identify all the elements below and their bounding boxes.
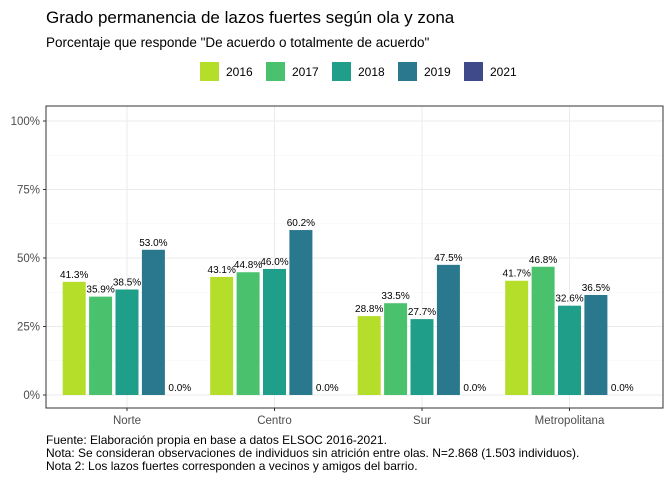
legend-label-2021: 2021 [490,65,517,79]
data-label-2021-metropolitana: 0.0% [611,383,634,394]
x-tick-label: Norte [113,415,141,427]
data-label-2018-sur: 27.7% [408,307,436,318]
y-tick-label: 100% [11,116,40,128]
data-label-2019-metropolitana: 36.5% [582,283,610,294]
x-tick-label: Sur [413,415,431,427]
data-label-2016-metropolitana: 41.7% [503,269,531,280]
chart-title: Grado permanencia de lazos fuertes según… [46,8,455,27]
data-label-2019-sur: 47.5% [434,253,462,264]
y-axis: 0% 25% 50% 75% 100% [11,116,46,402]
x-tick-label: Centro [257,415,292,427]
bar-2018-sur [410,319,434,395]
caption: Fuente: Elaboración propia en base a dat… [46,433,579,473]
data-labels: 41.3% 43.1% 28.8% 41.7% 35.9% 44.8% 33.5% 46.8%… [60,218,634,394]
data-label-2019-centro: 60.2% [287,218,315,229]
bar-2017-norte [89,296,113,395]
legend-swatch-2017 [266,62,285,81]
bar-2016-norte [62,281,86,395]
legend-label-2018: 2018 [358,65,385,79]
bar-2017-centro [236,272,260,395]
legend-swatch-2019 [398,62,417,81]
bar-2018-metropolitana [558,305,581,395]
data-label-2016-sur: 28.8% [355,304,383,315]
y-tick-label: 0% [23,390,40,402]
legend-swatch-2016 [200,62,219,81]
x-axis: Norte Centro Sur Metropolitana [113,408,605,427]
legend-swatch-2021 [464,62,483,81]
data-label-2016-norte: 41.3% [60,270,88,281]
panel-border [45,105,664,409]
y-tick-label: 50% [17,253,40,265]
caption-source: Fuente: Elaboración propia en base a dat… [46,433,387,447]
y-tick-label: 25% [17,322,40,334]
data-label-2018-centro: 46.0% [260,257,288,268]
bar-2018-norte [115,289,139,395]
data-label-2017-norte: 35.9% [86,285,114,296]
data-label-2018-metropolitana: 32.6% [555,294,583,305]
bar-2019-metropolitana [584,294,608,395]
y-tick-label: 75% [17,185,40,197]
bar-2016-metropolitana [505,280,529,395]
data-label-2021-sur: 0.0% [463,383,486,394]
chart-subtitle: Porcentaje que responde "De acuerdo o to… [46,35,430,50]
caption-note-2: Nota 2: Los lazos fuertes corresponden a… [46,459,418,473]
bars [62,230,608,395]
data-label-2021-centro: 0.0% [316,383,339,394]
legend-label-2016: 2016 [226,65,253,79]
data-label-2019-norte: 53.0% [139,238,167,249]
bar-2019-norte [141,249,165,395]
data-label-2018-norte: 38.5% [113,278,141,289]
legend-label-2017: 2017 [292,65,319,79]
data-label-2017-metropolitana: 46.8% [529,255,557,266]
legend-label-2019: 2019 [424,65,451,79]
legend: 2016 2017 2018 2019 2021 [200,62,517,81]
bar-2017-sur [384,303,408,395]
bar-2016-centro [210,276,234,395]
x-tick-label: Metropolitana [535,415,605,427]
bar-2016-sur [357,316,381,395]
bar-2018-centro [263,268,286,395]
data-label-2021-norte: 0.0% [168,383,191,394]
plot-area: 41.3% 43.1% 28.8% 41.7% 35.9% 44.8% 33.5% 46.8%… [11,105,664,427]
caption-note: Nota: Se consideran observaciones de ind… [46,446,579,460]
bar-2017-metropolitana [531,266,555,395]
bar-2019-sur [436,264,460,395]
data-label-2017-centro: 44.8% [234,260,262,271]
legend-swatch-2018 [332,62,351,81]
data-label-2016-centro: 43.1% [208,265,236,276]
data-label-2017-sur: 33.5% [381,291,409,302]
bar-2019-centro [289,230,313,395]
